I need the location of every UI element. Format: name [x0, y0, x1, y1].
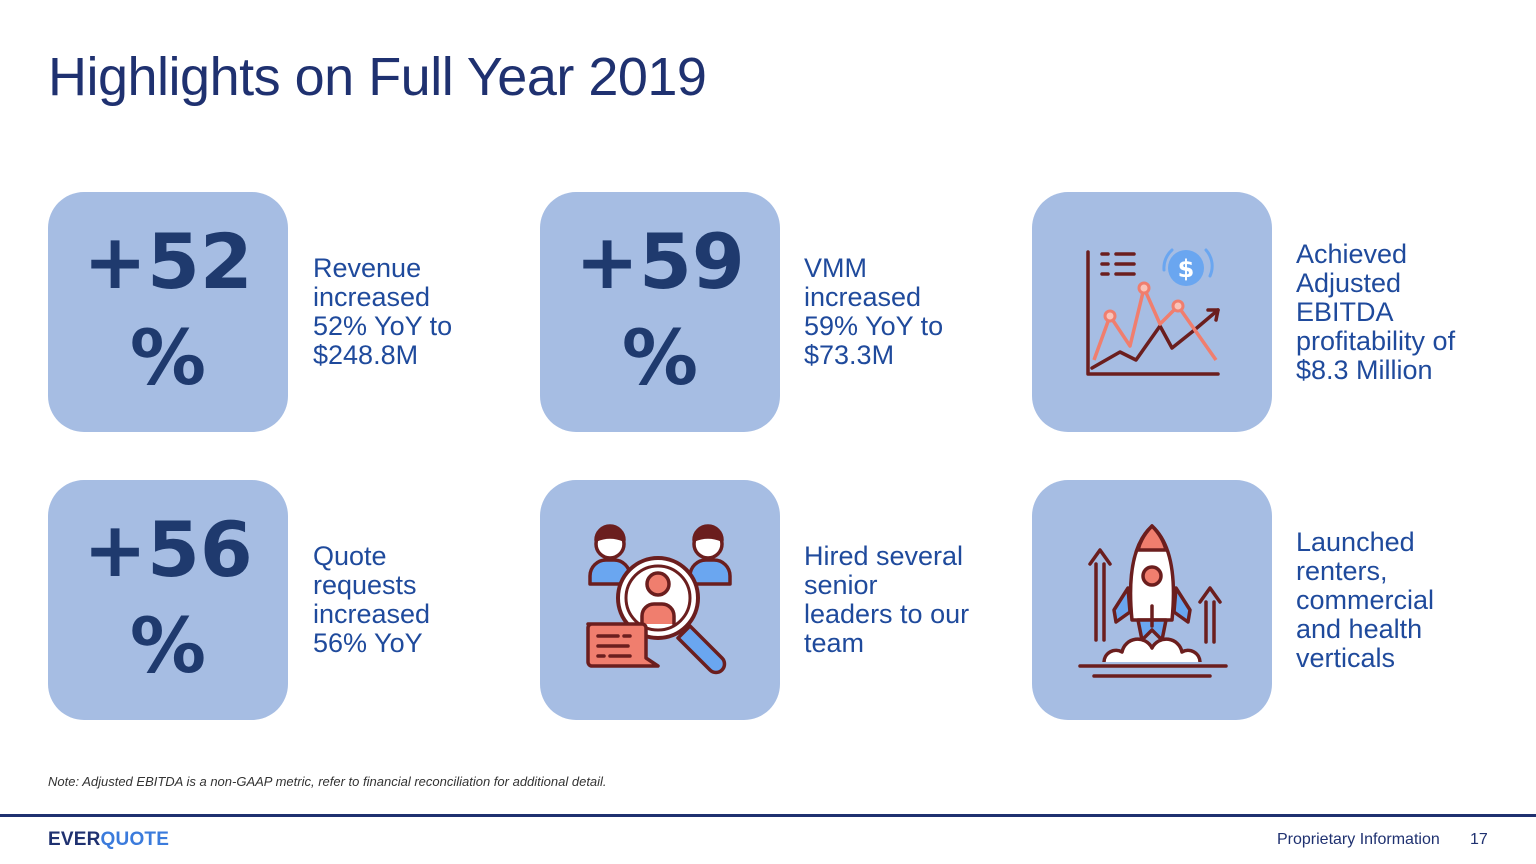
description-line: $73.3M — [804, 340, 895, 370]
page-title: Highlights on Full Year 2019 — [48, 47, 707, 107]
description-line: Adjusted — [1296, 268, 1402, 298]
description-line: team — [804, 628, 865, 658]
description-line: Achieved — [1296, 239, 1408, 269]
stat-percent: % — [129, 601, 207, 690]
icon-tile-ebitda: $ — [1032, 192, 1272, 432]
description-ebitda: Achieved Adjusted EBITDA profitability o… — [1296, 240, 1496, 385]
description-line: verticals — [1296, 643, 1396, 673]
svg-text:$: $ — [1178, 255, 1195, 283]
stat-percent: % — [621, 313, 699, 402]
stat-tile-revenue: +52 % — [48, 192, 288, 432]
description-line: Launched — [1296, 527, 1415, 557]
description-quotes: Quote requests increased 56% YoY — [313, 542, 513, 658]
description-line: 56% YoY — [313, 628, 423, 658]
description-line: profitability of — [1296, 326, 1456, 356]
growth-chart-dollar-icon: $ — [1086, 248, 1220, 376]
stat-tile-quotes: +56 % — [48, 480, 288, 720]
logo-text-quote: QUOTE — [100, 829, 170, 850]
description-line: requests — [313, 570, 417, 600]
description-line: and health — [1296, 614, 1423, 644]
page-number: 17 — [1470, 831, 1488, 848]
stat-number: +56 — [83, 505, 253, 594]
logo-text-ever: EVER — [48, 829, 101, 850]
stat-value-quotes: +56 % — [48, 502, 288, 694]
description-line: increased — [804, 282, 922, 312]
description-line: Hired several — [804, 541, 964, 571]
description-line: 52% YoY to — [313, 311, 453, 341]
description-line: increased — [313, 282, 431, 312]
company-logo: EVERQUOTE — [48, 829, 169, 851]
icon-tile-hiring — [540, 480, 780, 720]
description-line: EBITDA — [1296, 297, 1394, 327]
footer-divider — [0, 814, 1536, 817]
description-line: 59% YoY to — [804, 311, 944, 341]
description-vmm: VMM increased 59% YoY to $73.3M — [804, 254, 1004, 370]
description-revenue: Revenue increased 52% YoY to $248.8M — [313, 254, 513, 370]
footer-label: Proprietary Information — [1277, 831, 1440, 848]
description-line: Quote — [313, 541, 387, 571]
description-line: leaders to our — [804, 599, 970, 629]
description-hiring: Hired several senior leaders to our team — [804, 542, 1004, 658]
icon-tile-launch — [1032, 480, 1272, 720]
footnote: Note: Adjusted EBITDA is a non-GAAP metr… — [48, 774, 607, 789]
rocket-launch-icon — [1078, 524, 1228, 678]
description-line: renters, — [1296, 556, 1388, 586]
stat-number: +59 — [575, 217, 745, 306]
stat-value-revenue: +52 % — [48, 214, 288, 406]
talent-search-icon — [586, 524, 732, 675]
description-line: VMM — [804, 253, 867, 283]
stat-percent: % — [129, 313, 207, 402]
stat-tile-vmm: +59 % — [540, 192, 780, 432]
description-launch: Launched renters, commercial and health … — [1296, 528, 1496, 673]
stat-value-vmm: +59 % — [540, 214, 780, 406]
description-line: increased — [313, 599, 431, 629]
description-line: Revenue — [313, 253, 422, 283]
description-line: $8.3 Million — [1296, 355, 1433, 385]
description-line: $248.8M — [313, 340, 419, 370]
description-line: commercial — [1296, 585, 1435, 615]
stat-number: +52 — [83, 217, 253, 306]
description-line: senior — [804, 570, 878, 600]
